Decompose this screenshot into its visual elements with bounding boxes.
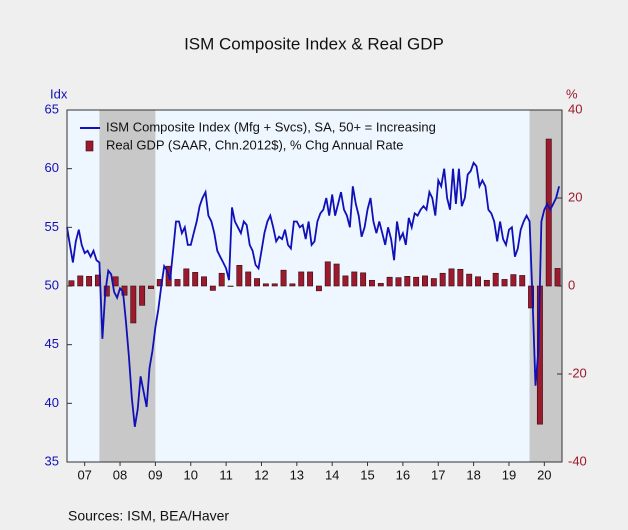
x-tick-label: 09 (148, 467, 162, 482)
gdp-bar (174, 279, 181, 287)
gdp-bar (218, 272, 225, 287)
gdp-bar (430, 278, 437, 287)
y-tick-label: 50 (45, 277, 59, 292)
gdp-bar (298, 271, 305, 287)
ism-line (66, 161, 560, 427)
y2-tick-label: -20 (568, 365, 587, 380)
y-tick-label: 65 (45, 101, 59, 116)
y-axis-label: Idx (50, 86, 68, 101)
gdp-bar (130, 285, 137, 324)
y-tick-label: 35 (45, 453, 59, 468)
x-tick-label: 08 (113, 467, 127, 482)
gdp-bar (289, 283, 296, 287)
gdp-bar (377, 283, 384, 287)
plot-frame (66, 109, 563, 463)
gdp-bar (369, 279, 375, 287)
x-tick-label: 18 (466, 467, 480, 482)
gdp-bar (466, 273, 473, 287)
gdp-bar (386, 276, 393, 287)
gdp-bar (324, 261, 331, 287)
x-tick-label: 17 (431, 467, 445, 482)
y2-tick-label: 20 (568, 189, 582, 204)
y2-tick-label: 0 (568, 277, 575, 292)
y2-tick-label: 40 (568, 101, 582, 116)
gdp-bar (360, 272, 367, 287)
gdp-bar (192, 272, 199, 287)
gdp-bar (254, 278, 260, 287)
x-tick-label: 20 (537, 467, 551, 482)
gdp-bar (201, 276, 207, 287)
gdp-bar (77, 275, 84, 287)
gdp-bar (236, 265, 243, 287)
gdp-bar (404, 276, 411, 287)
gdp-bar (519, 275, 526, 287)
x-tick-label: 19 (502, 467, 516, 482)
y-tick-label: 45 (45, 336, 59, 351)
gdp-bar (545, 138, 552, 287)
gdp-bar (501, 279, 508, 287)
x-tick-label: 16 (396, 467, 410, 482)
gdp-bar (439, 272, 446, 287)
y2-axis-label: % (566, 86, 578, 101)
gdp-bar (475, 276, 481, 287)
gdp-bar (510, 274, 517, 287)
gdp-bar (245, 271, 252, 287)
x-tick-label: 14 (325, 467, 339, 482)
chart-title: ISM Composite Index & Real GDP (184, 34, 444, 53)
gdp-bar (422, 275, 428, 287)
source-note: Sources: ISM, BEA/Haver (68, 508, 229, 524)
x-tick-label: 10 (184, 467, 198, 482)
gdp-bar (342, 275, 349, 287)
gdp-bar (148, 285, 154, 289)
gdp-bar (554, 268, 561, 287)
x-tick-label: 15 (360, 467, 374, 482)
gdp-bar (448, 268, 455, 287)
gdp-bar (457, 268, 464, 287)
gdp-bar (395, 277, 402, 287)
gdp-bar (307, 271, 314, 287)
gdp-bar (528, 285, 535, 309)
y2-tick-label: -40 (568, 453, 587, 468)
x-tick-label: 07 (77, 467, 91, 482)
gdp-bar (262, 283, 269, 287)
gdp-bar (315, 285, 322, 292)
legend-label: ISM Composite Index (Mfg + Svcs), SA, 50… (106, 119, 436, 134)
gdp-bar (413, 276, 420, 287)
y-tick-label: 60 (45, 160, 59, 175)
x-tick-label: 13 (290, 467, 304, 482)
gdp-bar (492, 272, 499, 287)
x-tick-label: 11 (219, 467, 233, 482)
gdp-bar (483, 279, 490, 287)
gdp-bar (68, 280, 75, 287)
legend-label: Real GDP (SAAR, Chn.2012$), % Chg Annual… (106, 137, 403, 152)
gdp-bar (86, 276, 93, 287)
gdp-bar (183, 268, 190, 287)
gdp-bar (280, 269, 287, 287)
y-tick-label: 55 (45, 219, 59, 234)
gdp-bar (139, 285, 146, 306)
x-tick-label: 12 (254, 467, 268, 482)
gdp-bar (209, 285, 216, 291)
gdp-bar (351, 271, 358, 287)
y-tick-label: 40 (45, 395, 59, 410)
gdp-bar (271, 283, 278, 287)
legend-swatch (85, 140, 94, 152)
gdp-bar (333, 263, 340, 287)
